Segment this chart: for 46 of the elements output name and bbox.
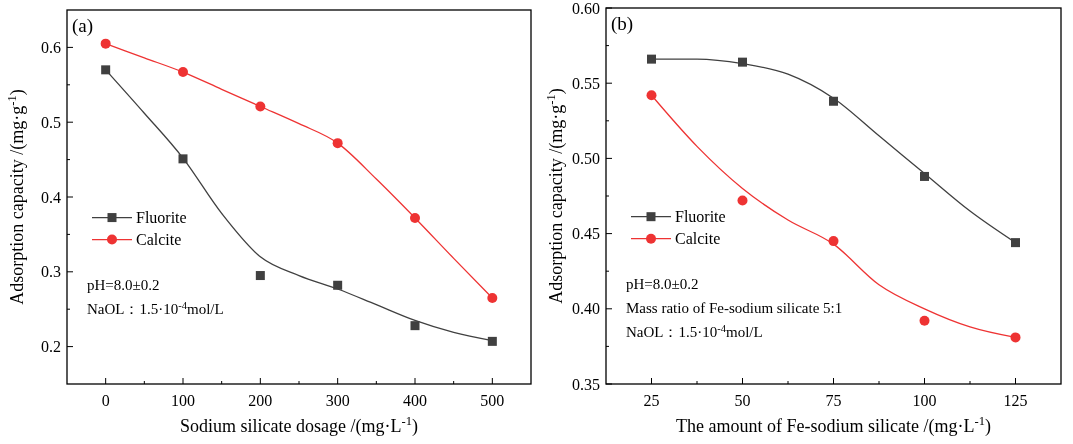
text: 0.45 (572, 225, 600, 243)
x-tick-label: 300 (325, 392, 350, 409)
x-tick-label: 200 (248, 392, 273, 409)
legend-label: Fluorite (675, 208, 726, 226)
text: 0.35 (572, 375, 600, 393)
annotation: pH=8.0±0.2 (626, 275, 699, 292)
point (647, 54, 656, 64)
y-tick-label: 0.60 (572, 0, 600, 17)
point (410, 321, 420, 331)
x-axis-title: Sodium silicate dosage /(mg·L$^{-1}$) (180, 414, 418, 437)
y-tick-label: 0.2 (41, 338, 61, 356)
annotation: (b) (611, 13, 634, 35)
x-tick-label: 125 (1003, 392, 1028, 409)
point (101, 65, 111, 75)
text: 0.55 (572, 74, 600, 92)
x-tick-label: 25 (643, 392, 660, 409)
x-tick-label: 0 (101, 392, 110, 409)
x-tick-label: 100 (912, 392, 937, 409)
y-tick-label: 0.4 (41, 188, 61, 206)
annotation: Mass ratio of Fe-sodium silicate 5:1 (626, 299, 843, 316)
x-tick-label: 100 (171, 392, 195, 409)
y-tick-label: 0.3 (41, 263, 61, 281)
point (487, 336, 497, 346)
annotation: pH=8.0±0.2 (87, 276, 160, 293)
point (919, 315, 930, 326)
x-tick-label: 400 (403, 392, 427, 409)
x-tick-label: 500 (480, 392, 505, 409)
y-tick-label: 0.5 (41, 113, 61, 131)
point (1011, 238, 1020, 248)
y-tick-label: 0.6 (41, 39, 61, 56)
annotation: (a) (72, 15, 94, 37)
y-tick-label: 0.50 (572, 150, 600, 167)
legend-label: Fluorite (136, 209, 187, 227)
point (410, 212, 420, 223)
point (255, 271, 265, 281)
x-tick-label: 75 (825, 392, 842, 409)
point (737, 195, 748, 206)
legend-label: Calcite (675, 230, 721, 248)
x-tick-label: 50 (734, 392, 751, 409)
y-tick-label: 0.40 (572, 300, 600, 318)
point (646, 90, 657, 101)
x-axis-title: The amount of Fe-sodium silicate /(mg·L$^{-1}$) (676, 414, 991, 437)
legend-label: Calcite (136, 231, 182, 249)
annotation: NaOL：1.5·10$^{-4}$mol/L (87, 299, 224, 317)
point (487, 292, 498, 303)
annotation: NaOL：1.5·10$^{-4}$mol/L (626, 322, 763, 340)
